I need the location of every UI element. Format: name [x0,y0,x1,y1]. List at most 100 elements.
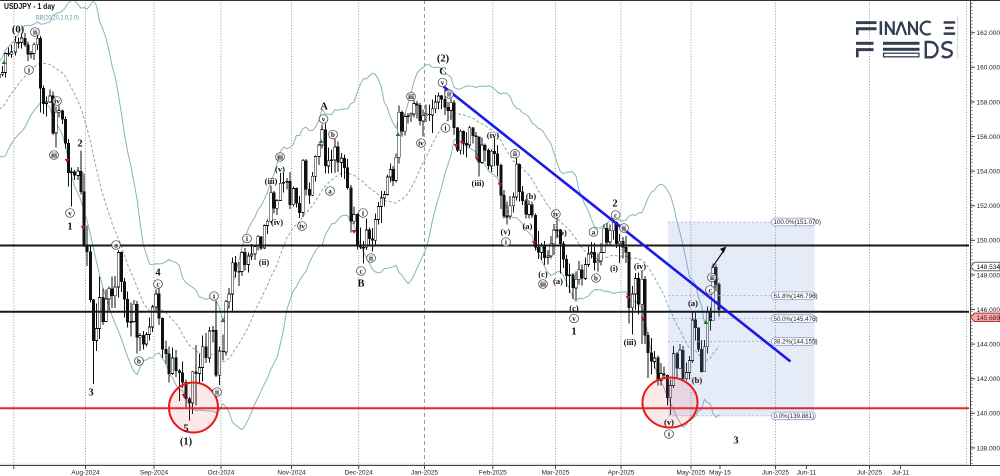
svg-text:ii: ii [447,90,451,98]
svg-text:iv: iv [299,222,305,230]
svg-text:100.0%(151.070): 100.0%(151.070) [774,219,821,226]
svg-text:v: v [441,79,445,87]
svg-text:(v): (v) [501,226,511,236]
svg-text:i: i [505,238,507,246]
svg-text:(0): (0) [12,25,25,36]
svg-text:160.000: 160.000 [977,65,1000,72]
svg-text:148.000: 148.000 [977,272,1000,279]
svg-text:Sep-2024: Sep-2024 [140,470,169,476]
svg-text:(b): (b) [526,191,537,201]
svg-text:i: i [213,292,215,300]
svg-text:Feb-2025: Feb-2025 [479,470,507,476]
svg-text:a: a [328,187,332,195]
svg-text:Mar-2025: Mar-2025 [542,470,570,476]
svg-text:Nov-2024: Nov-2024 [277,470,306,476]
svg-text:61.8%(146.796): 61.8%(146.796) [774,293,818,300]
svg-text:162.000: 162.000 [977,30,1000,37]
svg-text:a: a [592,228,596,236]
svg-text:v: v [68,209,72,217]
svg-text:(1): (1) [180,437,193,448]
svg-text:4: 4 [155,268,161,279]
svg-text:(c): (c) [538,269,548,279]
svg-text:b: b [331,131,335,139]
svg-text:iii: iii [277,153,283,161]
svg-text:Jun-2025: Jun-2025 [762,470,789,476]
svg-text:(b): (b) [556,227,567,237]
svg-text:Jan-2025: Jan-2025 [411,470,438,476]
svg-text:3: 3 [88,388,93,399]
svg-text:i: i [246,235,248,243]
svg-text:a: a [114,241,118,249]
svg-text:i: i [445,124,447,132]
svg-text:(iv): (iv) [487,130,499,140]
svg-text:158.000: 158.000 [977,99,1000,106]
svg-text:2: 2 [77,139,82,150]
svg-text:i: i [28,66,30,74]
svg-text:(iii): (iii) [472,178,485,188]
svg-text:(v): (v) [275,164,285,174]
svg-text:C: C [439,67,447,78]
svg-text:Jun-11: Jun-11 [797,470,817,476]
svg-text:154.000: 154.000 [977,169,1000,176]
svg-text:b: b [137,357,141,365]
svg-text:USDJPY - 1 day: USDJPY - 1 day [4,2,55,11]
svg-text:50.0%(145.476): 50.0%(145.476) [774,316,818,323]
svg-text:iii: iii [51,151,57,159]
svg-text:(a): (a) [522,221,532,231]
svg-text:Jul-11: Jul-11 [892,470,910,476]
svg-text:Aug-2024: Aug-2024 [71,470,100,476]
svg-text:(a): (a) [553,276,563,286]
svg-text:156.000: 156.000 [977,134,1000,141]
svg-text:ii: ii [215,388,219,396]
svg-text:(iii): (iii) [624,337,637,347]
svg-text:3: 3 [733,436,738,447]
svg-text:1: 1 [67,222,72,233]
svg-text:ii: ii [622,224,626,232]
svg-text:c: c [708,286,711,294]
svg-text:iv: iv [418,139,424,147]
svg-text:i: i [362,209,364,217]
svg-text:BB(20,20,2.0,2.0): BB(20,20,2.0,2.0) [36,15,79,22]
svg-text:iii: iii [408,93,414,101]
svg-text:c: c [614,211,617,219]
svg-text:iv: iv [54,97,60,105]
svg-text:Dec-2024: Dec-2024 [345,470,374,476]
svg-text:138.000: 138.000 [977,445,1000,452]
svg-text:v: v [322,115,326,123]
svg-text:ii: ii [710,274,714,282]
svg-text:2: 2 [612,199,617,210]
svg-text:1: 1 [571,327,576,338]
svg-text:B: B [357,279,364,290]
svg-text:148.534: 148.534 [977,264,1000,271]
svg-text:iii: iii [540,280,546,288]
svg-text:ii: ii [513,150,517,158]
svg-text:144.000: 144.000 [977,342,1000,349]
svg-text:146.000: 146.000 [977,307,1000,314]
svg-text:0.0%(139.881): 0.0%(139.881) [774,413,815,420]
svg-text:i: i [668,430,670,438]
svg-text:c: c [359,267,362,275]
svg-text:142.000: 142.000 [977,376,1000,383]
svg-text:(b): (b) [692,375,703,385]
svg-text:b: b [594,274,598,282]
svg-text:150.000: 150.000 [977,238,1000,245]
svg-text:(a): (a) [688,298,698,308]
svg-text:(v): (v) [664,417,674,427]
svg-text:iv: iv [553,210,559,218]
svg-text:ii: ii [369,254,373,262]
svg-text:(iv): (iv) [271,217,283,227]
svg-text:Apr-2025: Apr-2025 [608,470,635,476]
svg-text:v: v [572,315,576,323]
svg-text:(i): (i) [610,263,618,273]
svg-text:145.689: 145.689 [977,315,1000,322]
svg-text:May-2025: May-2025 [677,470,706,476]
svg-text:38.2%(144.155): 38.2%(144.155) [774,339,818,346]
svg-text:(ii): (ii) [259,257,270,267]
svg-text:140.000: 140.000 [977,411,1000,418]
svg-text:152.000: 152.000 [977,203,1000,210]
svg-text:c: c [156,280,159,288]
svg-text:May-15: May-15 [709,470,731,476]
svg-text:(2): (2) [437,54,450,65]
svg-text:Jul-2025: Jul-2025 [857,470,882,476]
svg-text:(iv): (iv) [634,261,646,271]
